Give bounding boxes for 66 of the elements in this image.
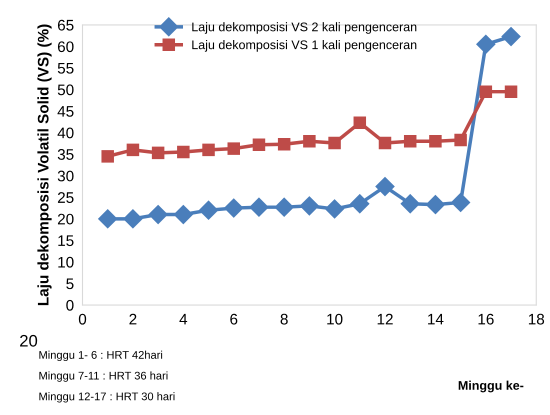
point: [400, 194, 420, 214]
point: [123, 209, 142, 228]
x-axis-title: Minggu ke-: [458, 380, 524, 392]
point: [177, 146, 190, 158]
point: [199, 200, 218, 220]
point: [454, 134, 467, 146]
point: [429, 135, 442, 148]
point: [101, 150, 114, 163]
point: [325, 199, 344, 218]
point: [504, 85, 518, 98]
x-tick-label: 18: [528, 314, 544, 325]
y-tick-label: 50: [58, 84, 74, 96]
y-tick-label: 35: [58, 149, 74, 160]
y-tick-label: 30: [58, 170, 74, 182]
point: [354, 116, 366, 129]
point: [378, 136, 392, 150]
point: [274, 198, 294, 217]
point: [300, 196, 319, 216]
x-tick-label: 10: [327, 314, 342, 325]
point: [148, 204, 168, 224]
point: [350, 194, 370, 214]
legend-label: Laju dekomposisi VS 1 kali pengenceran: [192, 40, 416, 52]
point: [98, 209, 118, 228]
text: Minggu 7-11 : HRT 36 hari: [39, 371, 168, 382]
x-tick-label: 4: [179, 314, 188, 324]
x-tick-label: 0: [78, 314, 86, 325]
y-tick-label: 0: [66, 300, 74, 311]
point: [228, 142, 240, 155]
y-tick-label: 45: [58, 106, 74, 117]
point: [476, 34, 496, 54]
point: [426, 195, 445, 214]
legend-label: Laju dekomposisi VS 2 kali pengenceran: [192, 22, 416, 34]
y-tick-label: 55: [58, 63, 74, 74]
x-tick-label: 8: [280, 314, 288, 325]
point: [404, 135, 416, 148]
y-tick-label: 65: [58, 20, 74, 31]
x-tick-label: 12: [378, 314, 393, 324]
point: [249, 198, 268, 217]
point: [480, 85, 492, 98]
point: [328, 136, 341, 150]
point: [126, 144, 140, 156]
point: [202, 144, 215, 156]
text: Minggu 12-17 : HRT 30 hari: [39, 392, 174, 403]
point: [174, 204, 193, 224]
y-tick-label: 5: [66, 278, 74, 290]
point: [303, 135, 316, 148]
y-axis-title: Laju dekomposisi Volatil Solid (VS) (%): [37, 24, 52, 306]
y-tick-label: 15: [58, 235, 74, 246]
point: [451, 192, 470, 212]
point: [375, 176, 395, 196]
y-tick-label: 60: [58, 41, 74, 52]
point: [224, 198, 244, 218]
point: [252, 138, 266, 151]
point: [502, 27, 521, 46]
x-tick-label: 16: [478, 314, 494, 325]
y-tick-label: 10: [58, 256, 74, 268]
x-tick-label: 2: [129, 314, 136, 324]
y-tick-label: 25: [58, 192, 74, 203]
x-tick-label: 6: [230, 314, 238, 325]
y-tick-label: 20: [58, 214, 74, 225]
text: Minggu 1- 6 : HRT 42hari: [39, 350, 162, 362]
x-tick-label: 14: [428, 314, 444, 324]
y-tick-label: 40: [58, 128, 74, 138]
point: [152, 146, 164, 160]
point: [278, 138, 290, 151]
text: 20: [20, 334, 38, 347]
